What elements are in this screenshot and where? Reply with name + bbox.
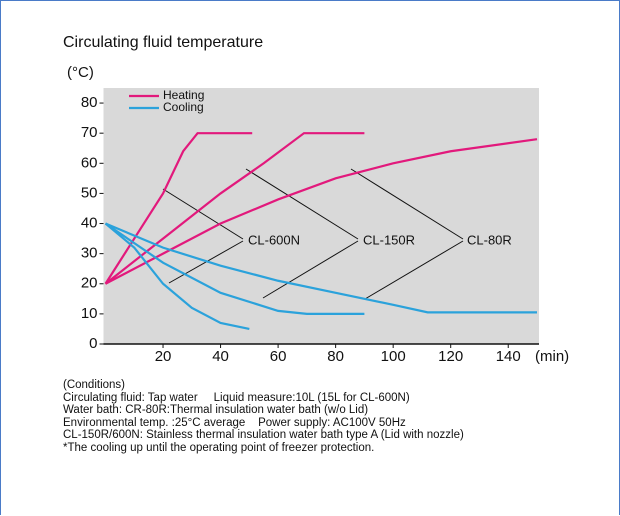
legend-label: Cooling	[163, 100, 204, 114]
legend-label: Heating	[163, 88, 204, 102]
line	[104, 132, 365, 285]
note-line: CL-150R/600N: Stainless thermal insulati…	[63, 429, 464, 441]
x-tick-label: 140	[496, 348, 521, 365]
note-line: Environmental temp. :25°C average Power …	[63, 416, 406, 429]
line	[104, 132, 253, 285]
notes: (Conditions) Circulating fluid: Tap water…	[63, 379, 464, 454]
line	[105, 222, 537, 314]
x-tick-label: 100	[381, 348, 406, 365]
note-line: Circulating fluid: Tap water Liquid meas…	[63, 391, 410, 404]
note-line: Water bath: CR-80R:Thermal insulation wa…	[63, 404, 369, 416]
x-tick-label: 20	[155, 348, 172, 365]
x-axis-label: (min)	[535, 348, 569, 365]
annotation: CL-150R	[363, 232, 415, 247]
y-tick-label: 0	[89, 335, 97, 352]
y-tick-label: 60	[81, 154, 98, 171]
chart-title: Circulating fluid temperature	[63, 34, 263, 51]
note-line: *The cooling up until the operating poin…	[63, 441, 375, 454]
line	[104, 222, 250, 331]
y-tick-label: 80	[81, 94, 98, 111]
note-line: (Conditions)	[63, 379, 125, 391]
y-tick-label: 40	[81, 214, 98, 231]
y-tick-label: 20	[81, 275, 98, 292]
line	[104, 138, 538, 285]
x-tick-label: 60	[270, 348, 287, 365]
y-tick-label: 30	[81, 245, 98, 262]
y-tick-label: 70	[81, 124, 98, 141]
chart: Circulating fluid temperature (°C) (min)…	[63, 34, 569, 365]
annotation: CL-600N	[248, 232, 300, 247]
annotation: CL-80R	[467, 232, 512, 247]
line	[104, 222, 365, 315]
y-tick-label: 10	[81, 305, 98, 322]
y-axis-label: (°C)	[67, 64, 94, 81]
y-tick-label: 50	[81, 184, 98, 201]
x-tick-label: 120	[438, 348, 463, 365]
x-tick-label: 80	[327, 348, 344, 365]
x-tick-label: 40	[212, 348, 229, 365]
